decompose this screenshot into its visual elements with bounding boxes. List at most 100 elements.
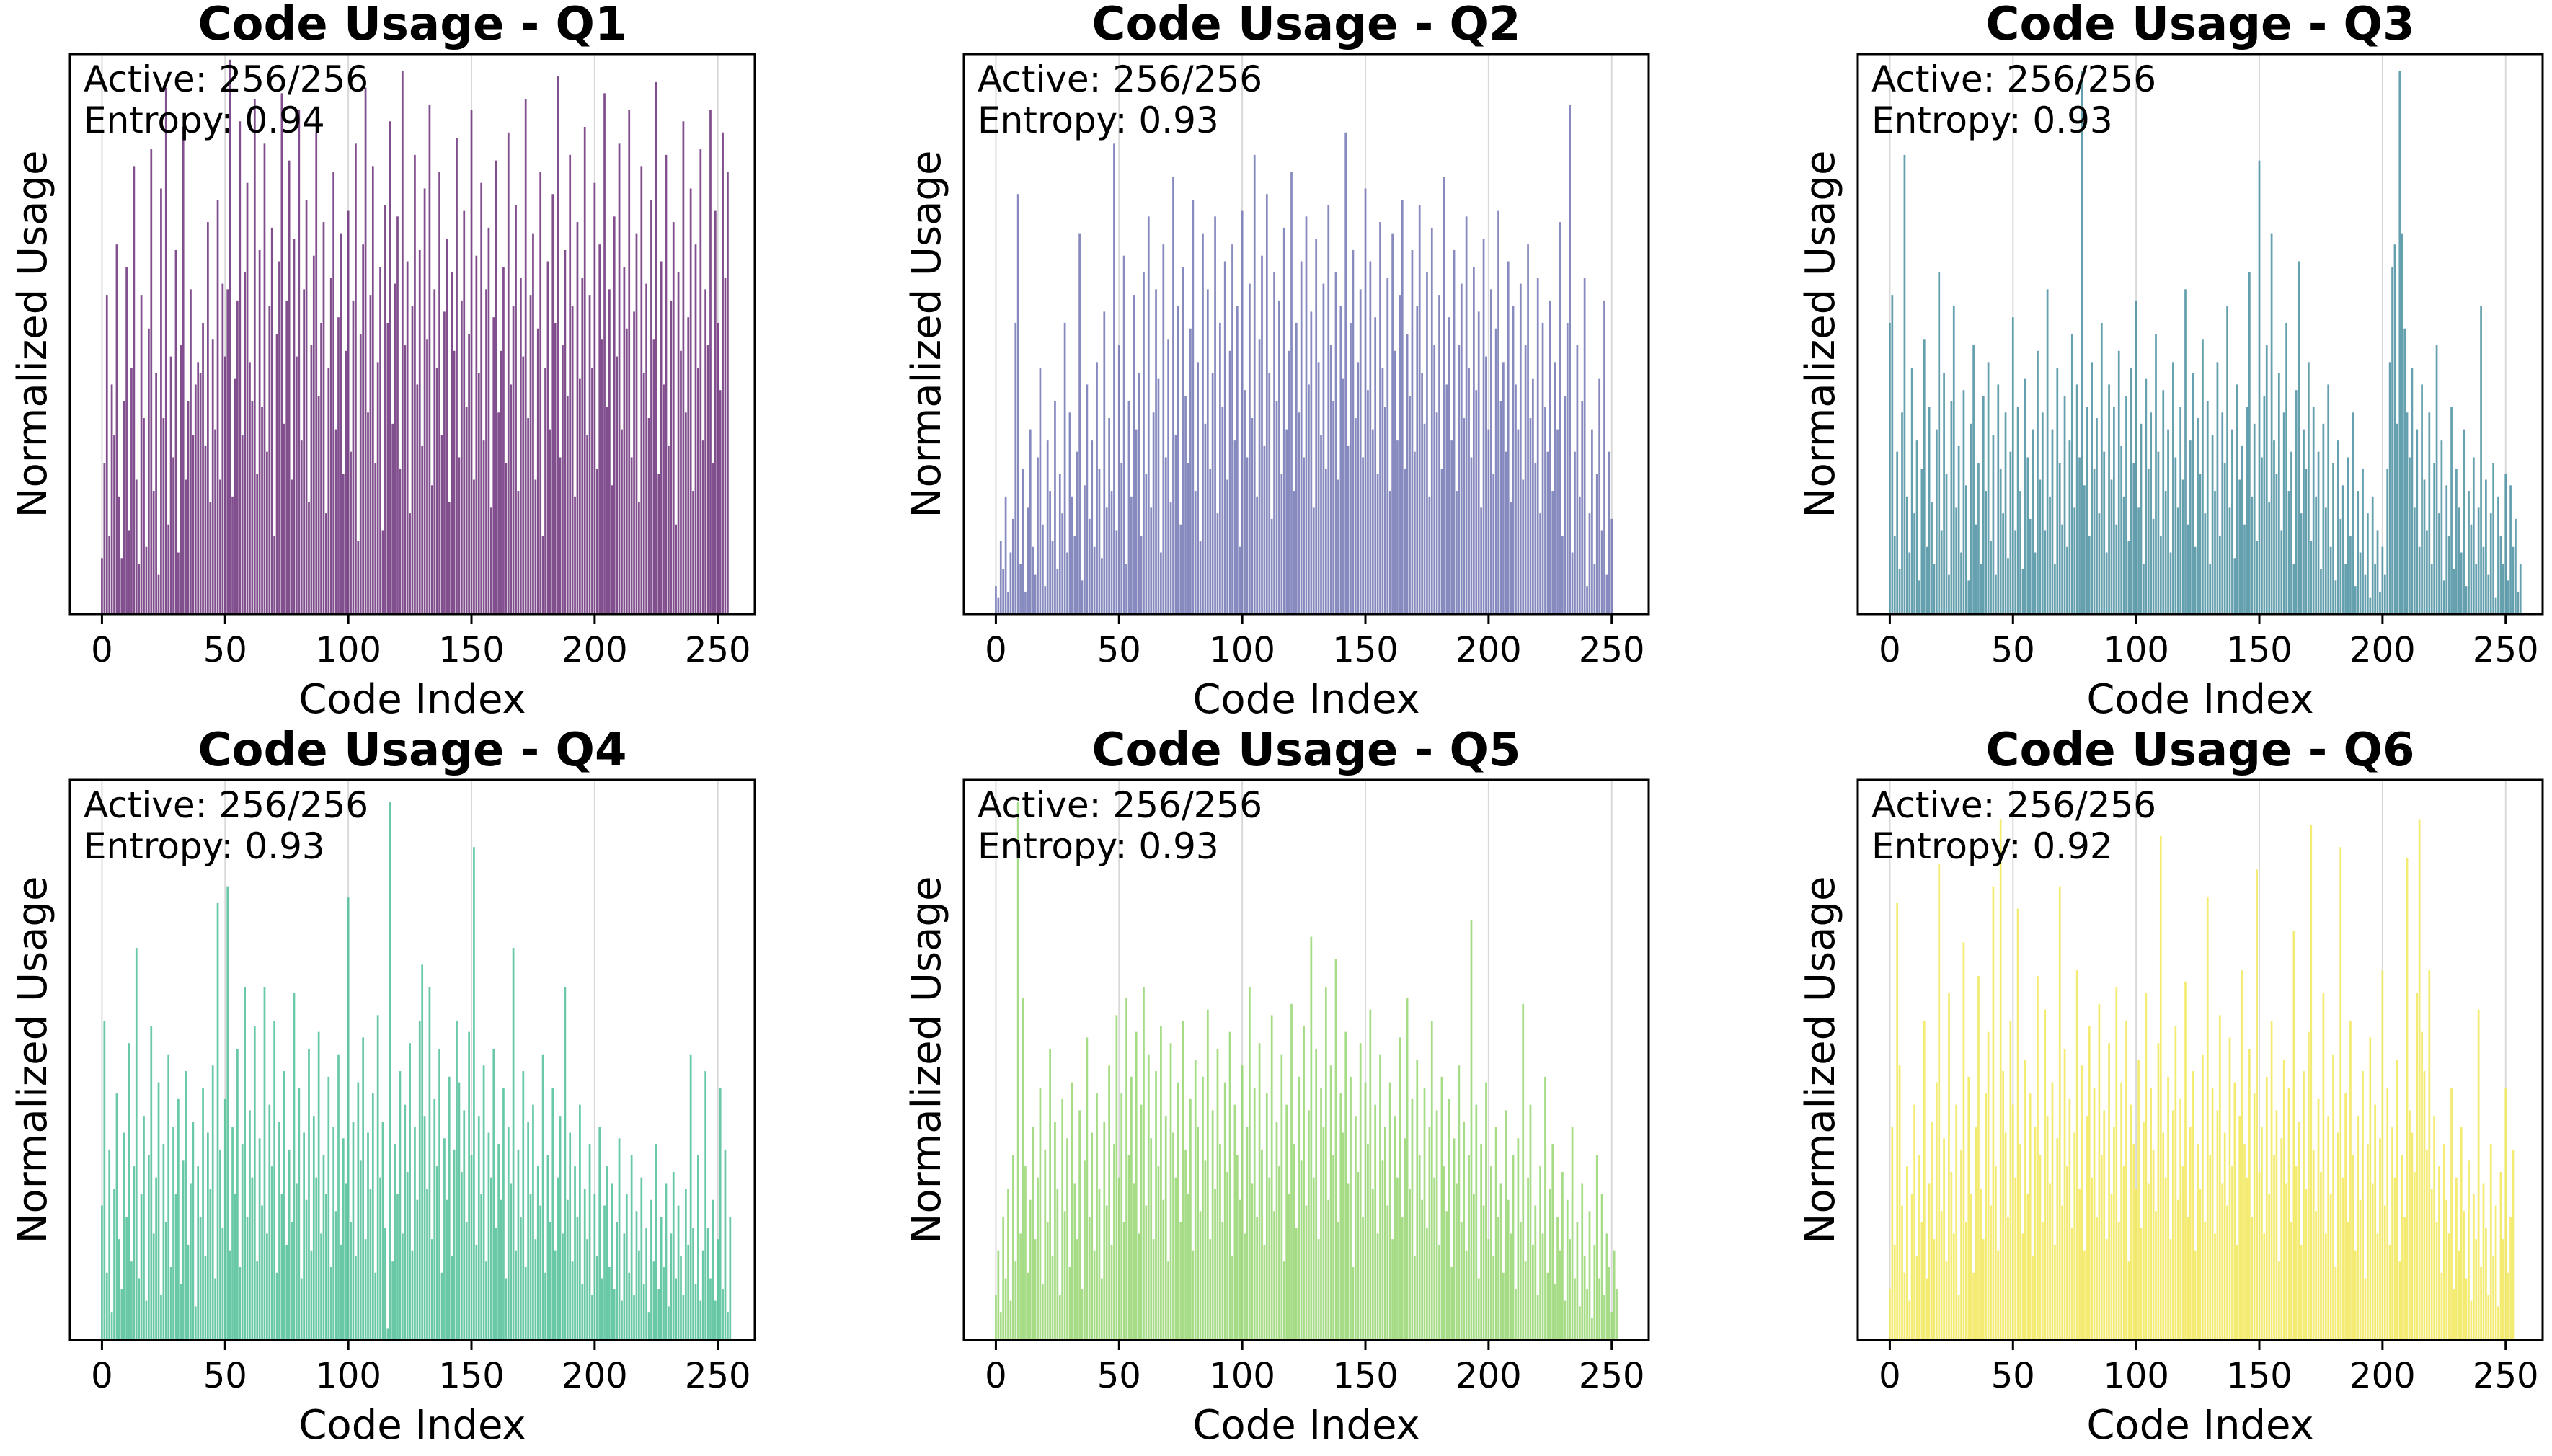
- bar: [1258, 1043, 1261, 1340]
- bar: [2251, 1217, 2254, 1340]
- bar: [650, 200, 652, 614]
- bar: [2357, 1116, 2360, 1340]
- bar: [1063, 322, 1066, 614]
- bar: [1955, 507, 1958, 614]
- bar: [1910, 368, 1913, 614]
- bar: [1588, 513, 1591, 614]
- axes-frame: [1856, 53, 2544, 616]
- bar: [2231, 1166, 2233, 1340]
- bar: [2007, 1217, 2009, 1340]
- bar: [340, 233, 342, 614]
- bar: [1270, 1015, 1273, 1340]
- bar: [2192, 373, 2194, 614]
- bar: [1948, 993, 1950, 1340]
- bar: [1473, 267, 1475, 614]
- bar: [211, 339, 214, 614]
- bar: [374, 463, 377, 614]
- bar: [2455, 468, 2458, 614]
- bar: [120, 1289, 123, 1340]
- bar: [603, 1205, 606, 1340]
- bar: [345, 1183, 347, 1340]
- x-tick-label: 50: [1991, 630, 2035, 670]
- bar: [2371, 496, 2374, 614]
- bar: [625, 328, 628, 614]
- bar: [2438, 513, 2440, 614]
- bar: [579, 1104, 581, 1340]
- bar: [557, 1177, 559, 1340]
- bar: [2248, 1048, 2251, 1340]
- bar: [275, 1272, 278, 1340]
- bar: [438, 172, 440, 615]
- bar: [2140, 423, 2143, 614]
- bar: [714, 1300, 717, 1340]
- bar: [2282, 1060, 2285, 1340]
- bar: [2472, 1194, 2475, 1340]
- bar: [404, 345, 407, 614]
- bar: [999, 1312, 1002, 1340]
- bar: [1002, 1217, 1005, 1340]
- bar: [1610, 518, 1613, 614]
- bar: [291, 1222, 293, 1340]
- bar: [113, 435, 115, 614]
- bar: [1117, 1177, 1120, 1340]
- bar: [1007, 591, 1009, 614]
- bar: [440, 435, 443, 614]
- bar: [157, 574, 160, 614]
- bar: [999, 541, 1002, 614]
- bar: [689, 1054, 692, 1340]
- bar: [376, 1015, 379, 1340]
- bar: [1576, 1222, 1579, 1340]
- bar: [263, 987, 266, 1340]
- bar: [2221, 1183, 2224, 1340]
- bar: [1544, 1076, 1546, 1340]
- bar: [278, 261, 280, 614]
- bar: [2468, 491, 2470, 614]
- bar: [1202, 1076, 1204, 1340]
- bar: [2056, 1138, 2059, 1340]
- bar: [2088, 1026, 2091, 1340]
- bar: [174, 249, 177, 614]
- bar: [495, 1228, 497, 1340]
- bar: [416, 1199, 419, 1340]
- bar: [1135, 1031, 1138, 1340]
- bar: [527, 418, 529, 614]
- bar: [216, 200, 219, 614]
- entropy-label: Entropy: 0.93: [1871, 99, 2113, 141]
- bar: [2197, 418, 2199, 614]
- bar: [1578, 1306, 1581, 1340]
- bar: [1162, 1199, 1165, 1340]
- bar: [275, 334, 278, 614]
- bar: [2273, 1155, 2275, 1340]
- bar: [1494, 1127, 1497, 1340]
- bar: [1103, 311, 1106, 614]
- bar: [451, 1256, 453, 1340]
- bar: [1505, 1110, 1507, 1340]
- bar: [190, 1183, 192, 1340]
- bar: [2044, 530, 2047, 614]
- bar: [426, 339, 428, 614]
- bar: [524, 99, 527, 614]
- bar: [546, 261, 549, 614]
- bar: [2485, 479, 2487, 614]
- bar: [677, 272, 680, 614]
- bar: [1305, 1205, 1308, 1340]
- bar: [1054, 401, 1056, 614]
- bar: [342, 474, 345, 614]
- bar: [1310, 936, 1313, 1340]
- bar: [1975, 524, 1977, 614]
- bar: [2105, 552, 2108, 614]
- bar: [1122, 255, 1125, 614]
- y-axis-label: Normalized Usage: [903, 876, 950, 1244]
- bar: [997, 597, 1000, 614]
- chart-title: Code Usage - Q4: [198, 724, 627, 777]
- bar: [2002, 1071, 2004, 1340]
- bar: [1337, 1222, 1339, 1340]
- x-tick-label: 0: [1879, 630, 1901, 670]
- bar: [645, 1228, 648, 1340]
- bar: [1091, 440, 1094, 614]
- bar: [1150, 1138, 1153, 1340]
- bar: [342, 1138, 345, 1340]
- bar: [2108, 384, 2110, 614]
- bar: [541, 536, 544, 614]
